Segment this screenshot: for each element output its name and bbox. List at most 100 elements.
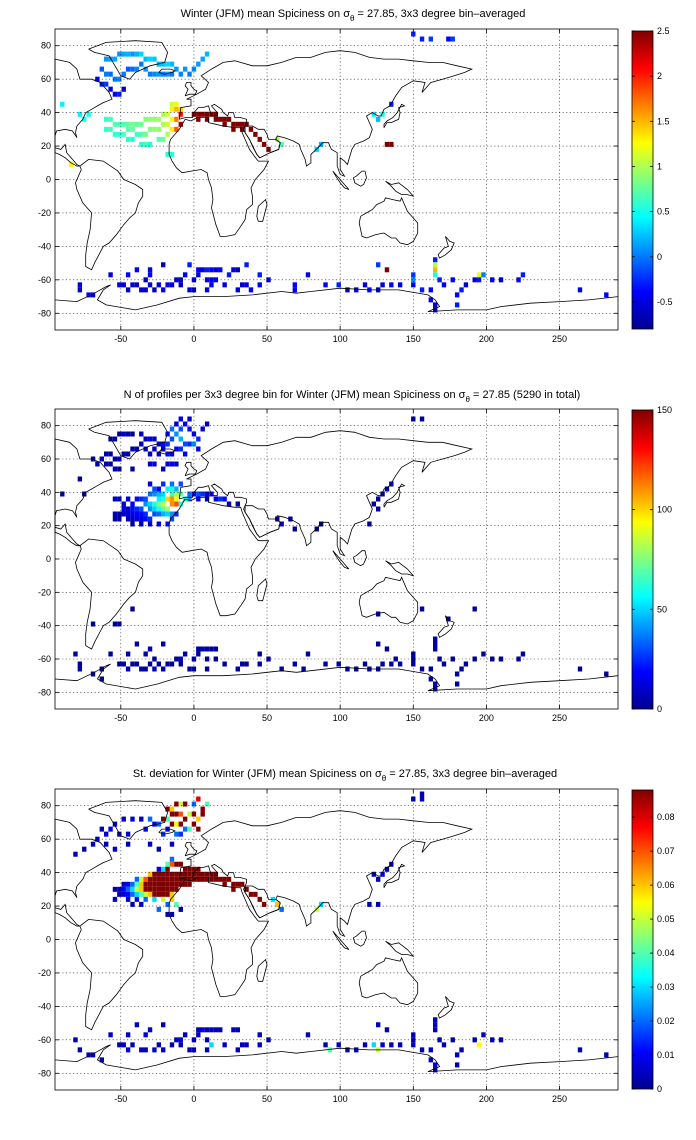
bin-cell (156, 871, 162, 877)
bin-cell (200, 56, 205, 62)
bin-cell (134, 891, 140, 897)
bin-cell (121, 816, 126, 822)
bin-cell (112, 91, 118, 97)
bin-cell (174, 446, 179, 452)
colorbar-tick-label: 0.06 (657, 880, 675, 890)
x-tick-label: 50 (262, 713, 272, 723)
bin-cell (279, 906, 284, 912)
y-tick-label: -20 (38, 968, 51, 978)
bin-cell (152, 666, 157, 672)
bin-cell (389, 282, 394, 288)
bin-cell (187, 871, 192, 877)
bin-cell (143, 141, 148, 147)
bin-cell (174, 126, 179, 132)
bin-cell (213, 277, 219, 283)
bin-cell (147, 461, 153, 467)
colorbar-tick-label: 1 (657, 161, 662, 171)
y-tick-label: 20 (41, 141, 51, 151)
bin-cell (182, 826, 188, 832)
bin-cell (125, 431, 131, 437)
bin-cell (169, 881, 175, 887)
bin-cell (178, 656, 183, 662)
y-tick-label: 80 (41, 41, 51, 51)
y-tick-label: 60 (41, 74, 51, 84)
bin-cell (196, 866, 201, 872)
bin-cell (90, 456, 96, 462)
bin-cell (143, 56, 148, 62)
bin-cell (147, 881, 153, 887)
bin-cell (191, 431, 197, 437)
bin-cell (121, 431, 126, 437)
bin-cell (419, 416, 425, 422)
bin-cell (125, 451, 131, 457)
y-tick-label: 80 (41, 801, 51, 811)
coastlines (54, 40, 619, 312)
bin-cell (156, 906, 162, 912)
bin-cell (187, 866, 192, 872)
bin-cell (134, 131, 140, 137)
bin-cell (244, 1042, 249, 1048)
colorbar-tick-label: 150 (657, 405, 672, 415)
bin-cell (134, 896, 140, 902)
bin-cell (156, 661, 162, 667)
bin-cell (169, 876, 175, 882)
bin-cell (222, 661, 227, 667)
bin-cell (222, 282, 227, 288)
bin-cell (222, 121, 227, 127)
bin-cell (257, 1032, 262, 1038)
bin-cell (112, 436, 118, 442)
bin-cell (147, 481, 153, 487)
bin-cell (169, 126, 175, 132)
bin-cell (187, 666, 192, 672)
bin-cell (139, 496, 144, 502)
bin-cell (156, 866, 162, 872)
coastline (332, 550, 350, 570)
bin-cell (130, 886, 135, 892)
bin-cell (130, 282, 135, 288)
bin-cell (253, 891, 258, 897)
bin-cell (103, 841, 109, 847)
bin-cell (117, 51, 122, 57)
bin-cell (239, 121, 245, 127)
chart-title: St. deviation for Winter (JFM) mean Spic… (133, 768, 557, 783)
bin-cell (354, 666, 359, 672)
bin-cell (143, 516, 148, 522)
bin-cell (235, 666, 240, 672)
colorbar-tick-label: 0.02 (657, 1016, 675, 1026)
bin-cell (169, 806, 175, 812)
bin-cell (117, 891, 122, 897)
bin-cell (134, 886, 140, 892)
bin-cell (161, 876, 166, 882)
bin-cell (327, 1047, 333, 1053)
bin-cell (213, 267, 219, 273)
bin-cell (121, 886, 126, 892)
bin-cell (161, 1047, 166, 1053)
bin-cell (125, 841, 131, 847)
bin-cell (204, 116, 210, 122)
bin-cell (222, 876, 227, 882)
x-tick-label: 150 (406, 713, 421, 723)
bin-cell (147, 891, 153, 897)
bin-cell (130, 661, 135, 667)
bin-cell (169, 461, 175, 467)
bin-cell (209, 876, 214, 882)
bin-cell (169, 71, 175, 77)
bin-cell (77, 476, 83, 482)
bin-cell (152, 891, 157, 897)
bin-cell (182, 66, 188, 72)
bin-cell (152, 71, 157, 77)
bin-cell (134, 51, 140, 57)
bin-cell (143, 891, 148, 897)
bin-cell (147, 141, 153, 147)
bin-cell (73, 1037, 78, 1043)
bin-cell (73, 651, 78, 657)
bin-cell (182, 651, 188, 657)
bin-cell (165, 71, 170, 77)
bin-cell (231, 267, 236, 273)
coastline (184, 842, 198, 857)
bin-cell (165, 881, 170, 887)
bin-cell (121, 86, 126, 92)
bin-cell (117, 431, 122, 437)
bin-cell (147, 56, 153, 62)
bin-cell (165, 901, 170, 907)
